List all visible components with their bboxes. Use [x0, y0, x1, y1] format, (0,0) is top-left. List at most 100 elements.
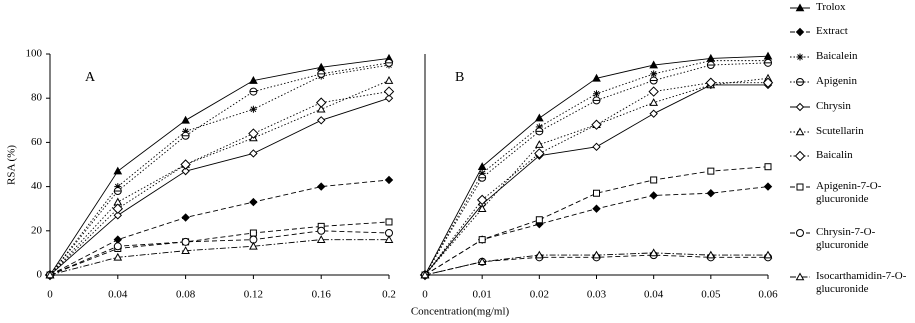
marker-shape: [477, 257, 487, 266]
marker-shape: [249, 149, 258, 158]
marker: [384, 75, 394, 84]
marker: [384, 175, 394, 185]
marker: [249, 149, 258, 158]
marker-shape: [795, 127, 805, 136]
y-tick-label: 20: [31, 224, 43, 236]
marker: [113, 235, 123, 244]
marker-shape: [113, 211, 123, 220]
marker-shape: [534, 148, 545, 159]
marker-shape: [316, 235, 326, 243]
marker-shape: [384, 93, 394, 103]
marker-shape: [593, 90, 600, 97]
marker-shape: [794, 150, 806, 162]
marker: [649, 109, 658, 118]
marker: [478, 236, 486, 244]
marker-shape: [649, 248, 659, 257]
marker: [592, 204, 601, 213]
y-tick-label: 0: [37, 269, 43, 281]
marker: [593, 189, 600, 197]
marker: [181, 131, 190, 140]
marker: [535, 216, 543, 224]
marker-shape: [591, 119, 602, 130]
marker: [796, 78, 804, 86]
legend-label: Chrysin: [816, 100, 851, 112]
marker: [763, 250, 773, 259]
marker: [385, 58, 393, 67]
marker-shape: [181, 166, 190, 176]
series-line: [49, 97, 390, 276]
marker-shape: [707, 167, 715, 175]
marker: [181, 166, 190, 176]
marker-shape: [477, 204, 487, 212]
series-line: [49, 239, 389, 276]
series-line: [49, 230, 390, 276]
marker: [764, 163, 772, 171]
marker-shape: [797, 54, 803, 60]
marker-shape: [477, 162, 487, 171]
marker: [316, 104, 326, 113]
marker: [649, 191, 658, 200]
legend-label: Isocarthamidin-7-O-glucuronide: [816, 270, 907, 295]
series-line: [49, 91, 390, 276]
marker-shape: [762, 77, 774, 88]
marker: [45, 270, 55, 279]
marker: [796, 229, 804, 237]
marker-shape: [592, 250, 601, 259]
marker-shape: [476, 194, 488, 206]
marker: [181, 213, 190, 222]
marker: [762, 77, 774, 88]
marker: [706, 250, 716, 259]
x-tick-label: 0.2: [382, 289, 396, 301]
marker: [248, 128, 259, 139]
x-tick-label: 0.16: [312, 289, 332, 301]
marker: [477, 162, 487, 171]
marker: [534, 148, 545, 159]
marker: [113, 242, 122, 251]
marker: [648, 86, 659, 97]
series-line: [424, 84, 768, 276]
marker: [477, 257, 487, 266]
marker: [591, 119, 602, 130]
marker-shape: [113, 252, 123, 261]
marker-shape: [249, 229, 257, 237]
legend-label: Scutellarin: [816, 125, 864, 137]
marker-shape: [384, 175, 394, 185]
marker-shape: [648, 86, 659, 97]
marker: [535, 127, 544, 136]
legend-label: Extract: [816, 25, 848, 37]
x-tick-label: 0.04: [108, 289, 128, 301]
marker-shape: [112, 203, 124, 214]
series-line: [424, 82, 768, 276]
marker: [707, 167, 715, 175]
series-line: [424, 55, 769, 276]
panel-label: B: [455, 70, 464, 85]
marker-shape: [534, 250, 544, 259]
marker-shape: [113, 235, 123, 244]
marker-shape: [113, 166, 123, 175]
marker-shape: [113, 242, 122, 251]
marker: [181, 237, 190, 246]
marker-shape: [592, 204, 601, 213]
marker-shape: [249, 241, 258, 250]
marker-shape: [650, 176, 658, 184]
marker: [316, 116, 326, 125]
x-tick-label: 0.06: [758, 289, 778, 301]
marker: [534, 250, 544, 259]
series-line: [49, 62, 390, 276]
marker-shape: [45, 270, 55, 279]
marker-shape: [535, 216, 543, 224]
legend-label: Chrysin-7-O-glucuronide: [816, 226, 876, 251]
marker-shape: [316, 182, 326, 191]
marker: [592, 96, 601, 105]
x-tick-label: 0.01: [473, 289, 492, 301]
marker-shape: [593, 189, 600, 197]
marker: [476, 194, 488, 206]
marker: [249, 241, 258, 250]
marker: [383, 86, 395, 97]
series-line: [49, 179, 390, 276]
marker-shape: [592, 73, 601, 82]
marker-shape: [180, 159, 191, 170]
marker-shape: [795, 272, 805, 281]
marker-shape: [316, 104, 326, 113]
